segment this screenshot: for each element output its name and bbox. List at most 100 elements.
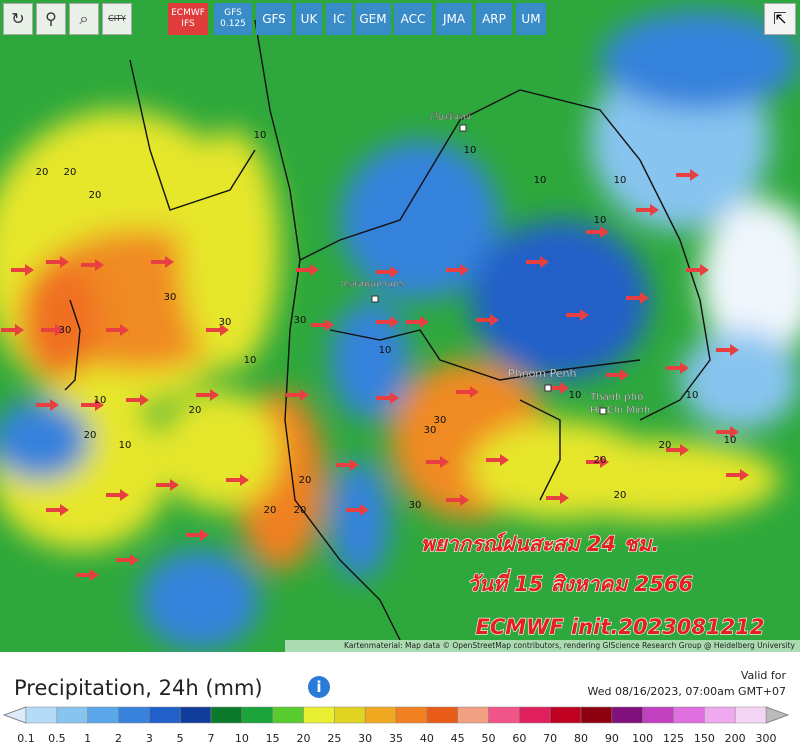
contour-label: 10 xyxy=(119,440,132,451)
model-button[interactable]: GEM xyxy=(355,3,391,35)
legend-arrow-left xyxy=(2,706,27,724)
contour-label: 30 xyxy=(294,315,307,326)
contour-label: 10 xyxy=(534,175,547,186)
model-button[interactable]: ECMWF IFS xyxy=(168,3,208,35)
legend-label: 2 xyxy=(115,732,122,745)
wind-arrow xyxy=(426,456,449,468)
model-button[interactable]: IC xyxy=(326,3,352,35)
wind-arrow xyxy=(106,489,129,501)
legend-label: 200 xyxy=(725,732,746,745)
legend-swatch xyxy=(272,706,304,724)
contour-label: 30 xyxy=(59,325,72,336)
contour-label: 10 xyxy=(686,390,699,401)
valid-label: Valid for xyxy=(740,669,786,682)
footer: Precipitation, 24h (mm) i Valid for Wed … xyxy=(0,652,800,751)
contour-label: 10 xyxy=(464,145,477,156)
wind-arrow xyxy=(186,529,209,541)
model-button[interactable]: JMA xyxy=(436,3,472,35)
tool-button[interactable]: ⚲ xyxy=(36,3,66,35)
legend-swatch xyxy=(457,706,489,724)
legend-label: 70 xyxy=(543,732,557,745)
model-button[interactable]: ARP xyxy=(476,3,512,35)
wind-arrow xyxy=(286,389,309,401)
place-label: Phnom Penh xyxy=(508,367,576,380)
legend-swatch xyxy=(426,706,458,724)
legend-label: 125 xyxy=(663,732,684,745)
contour-label: 30 xyxy=(219,317,232,328)
wind-arrow xyxy=(1,324,24,336)
wind-arrow xyxy=(406,316,429,328)
city-button[interactable]: CITY xyxy=(102,3,132,35)
legend-label: 1 xyxy=(84,732,91,745)
wind-arrow xyxy=(81,259,104,271)
contour-label: 30 xyxy=(409,500,422,511)
model-button[interactable]: UM xyxy=(516,3,546,35)
legend-swatch xyxy=(241,706,273,724)
model-name: GEM xyxy=(359,11,387,26)
model-button[interactable]: GFS xyxy=(256,3,292,35)
wind-arrow xyxy=(636,204,659,216)
legend-label: 40 xyxy=(420,732,434,745)
tool-button[interactable]: ↻ xyxy=(3,3,33,35)
wind-arrow xyxy=(376,392,399,404)
overlay-text: วันที่ 15 สิงหาคม 2566 xyxy=(467,569,693,596)
contour-label: 20 xyxy=(594,455,607,466)
model-button[interactable]: UK xyxy=(296,3,322,35)
contour-label: 10 xyxy=(594,215,607,226)
model-button[interactable]: ACC xyxy=(394,3,432,35)
legend-label: 100 xyxy=(632,732,653,745)
legend-swatch xyxy=(673,706,705,724)
wind-arrow xyxy=(446,264,469,276)
wind-arrow xyxy=(586,226,609,238)
legend-swatch xyxy=(734,706,767,724)
model-name: GFS xyxy=(224,8,242,18)
contour-label: 10 xyxy=(614,175,627,186)
wind-arrow xyxy=(376,266,399,278)
legend-label: 0.1 xyxy=(17,732,35,745)
valid-time: Wed 08/16/2023, 07:00am GMT+07 xyxy=(587,685,786,698)
contour-label: 10 xyxy=(254,130,267,141)
wind-arrow xyxy=(106,324,129,336)
contour-label: 30 xyxy=(434,415,447,426)
legend-label: 7 xyxy=(208,732,215,745)
legend-label: 35 xyxy=(389,732,403,745)
contour-label: 10 xyxy=(379,345,392,356)
legend-title: Precipitation, 24h (mm) xyxy=(14,676,263,700)
toolbar: ↻ ⚲ ⌕ CITY ECMWF IFS GFS 0.125 GFS UK IC GEM ACC JMA A… xyxy=(0,0,800,40)
model-button[interactable]: GFS 0.125 xyxy=(214,3,252,35)
place-label: Thành phố xyxy=(589,391,643,403)
legend-swatch xyxy=(364,706,397,724)
wind-arrow xyxy=(196,389,219,401)
legend-swatch xyxy=(56,706,88,724)
wind-arrow xyxy=(666,444,689,456)
borders xyxy=(64,19,711,641)
model-name: ECMWF xyxy=(171,8,205,18)
legend-label: 30 xyxy=(358,732,372,745)
contour-label: 20 xyxy=(64,167,77,178)
city-marker xyxy=(459,124,467,132)
legend-label: 10 xyxy=(235,732,249,745)
legend-label: 45 xyxy=(451,732,465,745)
legend-swatch xyxy=(519,706,551,724)
contour-label: 10 xyxy=(569,390,582,401)
place-label: กรุงเทพมหานคร xyxy=(340,280,404,290)
contour-label: 20 xyxy=(84,430,97,441)
legend-swatch xyxy=(25,706,58,724)
legend-swatch xyxy=(704,706,736,724)
legend-label: 25 xyxy=(327,732,341,745)
share-button[interactable]: ⇱ xyxy=(764,3,796,35)
wind-arrow xyxy=(76,569,99,581)
place-label: เวียงจันทน์ xyxy=(430,111,471,123)
city-marker xyxy=(599,407,607,415)
wind-arrow xyxy=(476,314,499,326)
wind-arrow xyxy=(206,324,229,336)
wind-arrow xyxy=(716,344,739,356)
wind-arrow xyxy=(546,382,569,394)
info-icon[interactable]: i xyxy=(308,676,330,698)
legend-label: 300 xyxy=(756,732,777,745)
wind-arrow xyxy=(446,494,469,506)
model-name: ARP xyxy=(482,11,506,26)
contour-label: 20 xyxy=(89,190,102,201)
tool-button[interactable]: ⌕ xyxy=(69,3,99,35)
contour-label: 20 xyxy=(614,490,627,501)
